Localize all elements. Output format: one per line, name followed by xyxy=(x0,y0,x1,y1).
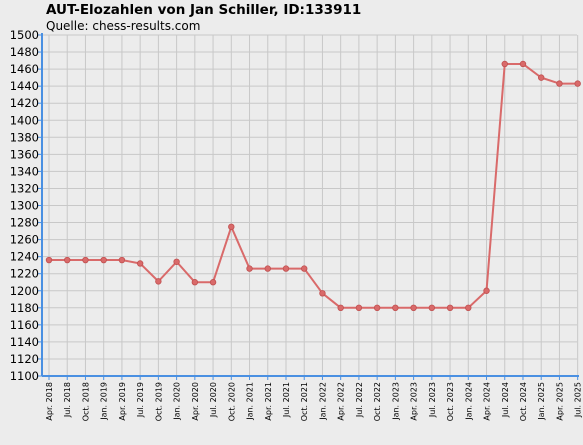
x-tick-label: Oct. 2023 xyxy=(446,382,455,421)
y-tick-label: 1140 xyxy=(10,335,39,349)
x-tick-label: Jan. 2024 xyxy=(464,382,473,421)
x-tick-label: Jan. 2025 xyxy=(537,382,546,421)
series-rating xyxy=(45,60,581,311)
data-point xyxy=(191,279,199,286)
data-point xyxy=(319,290,326,297)
y-tick-label: 1200 xyxy=(10,284,39,298)
data-point xyxy=(519,60,527,68)
chart-subtitle: Quelle: chess-results.com xyxy=(46,19,201,33)
y-tick-label: 1480 xyxy=(10,45,39,59)
x-tick-label: Oct. 2020 xyxy=(227,382,236,421)
data-point xyxy=(100,256,107,264)
x-tick-label: Jan. 2019 xyxy=(100,382,109,421)
data-point xyxy=(538,74,545,81)
y-tick-label: 1280 xyxy=(10,216,39,230)
y-tick-label: 1100 xyxy=(10,369,39,383)
y-tick-label: 1500 xyxy=(10,28,39,42)
x-tick-label: Jul. 2021 xyxy=(282,382,291,418)
data-point xyxy=(155,278,162,285)
y-tick-label: 1120 xyxy=(10,352,39,366)
x-tick-label: Apr. 2025 xyxy=(555,382,564,421)
y-tick-label: 1260 xyxy=(10,233,39,247)
y-tick-label: 1320 xyxy=(10,181,39,195)
x-tick-label: Apr. 2019 xyxy=(118,382,127,421)
x-tick-label: Apr. 2020 xyxy=(191,382,200,421)
data-point xyxy=(209,279,217,286)
y-tick-label: 1240 xyxy=(10,250,39,264)
data-point xyxy=(428,304,436,311)
data-point xyxy=(355,304,363,311)
series-line xyxy=(49,62,578,309)
y-tick-label: 1360 xyxy=(10,147,39,161)
x-tick-label: Jul. 2022 xyxy=(355,382,364,418)
data-point xyxy=(410,304,417,311)
x-tick-label: Oct. 2019 xyxy=(154,382,163,421)
y-tick-label: 1160 xyxy=(10,318,39,332)
x-axis-tick-labels: Apr. 2018 Jul. 2018 Oct. 2018 Jan. 2019 Apr.… xyxy=(45,382,583,421)
y-tick-label: 1460 xyxy=(10,62,39,76)
data-point xyxy=(64,256,71,264)
x-tick-label: Apr. 2024 xyxy=(483,382,492,421)
data-point xyxy=(82,256,89,264)
data-point xyxy=(136,260,144,267)
data-point xyxy=(228,223,235,231)
y-tick-label: 1220 xyxy=(10,267,39,281)
x-tick-label: Jan. 2023 xyxy=(391,382,400,421)
axes xyxy=(38,33,579,380)
data-point xyxy=(373,304,381,311)
x-tick-label: Jan. 2022 xyxy=(318,382,327,421)
x-tick-label: Apr. 2021 xyxy=(264,382,273,421)
x-tick-label: Apr. 2022 xyxy=(337,382,346,421)
x-tick-label: Jul. 2024 xyxy=(501,382,510,418)
x-tick-label: Jan. 2020 xyxy=(173,382,182,421)
x-tick-label: Oct. 2021 xyxy=(300,382,309,421)
data-point xyxy=(483,287,490,294)
x-tick-label: Apr. 2018 xyxy=(45,382,54,421)
data-point xyxy=(501,60,508,68)
data-point xyxy=(301,265,308,272)
x-tick-label: Jan. 2021 xyxy=(246,382,255,421)
x-tick-label: Jul. 2025 xyxy=(574,382,583,418)
data-point xyxy=(118,256,126,264)
x-tick-label: Jul. 2019 xyxy=(136,382,145,418)
x-tick-label: Jul. 2023 xyxy=(428,382,437,418)
data-point xyxy=(282,265,290,272)
x-tick-label: Oct. 2018 xyxy=(81,382,90,421)
data-point xyxy=(392,304,399,311)
data-point xyxy=(446,304,454,311)
data-point xyxy=(574,80,581,87)
y-tick-label: 1300 xyxy=(10,199,39,213)
y-tick-label: 1440 xyxy=(10,79,39,93)
y-tick-label: 1340 xyxy=(10,164,39,178)
y-tick-label: 1400 xyxy=(10,113,39,127)
data-point xyxy=(246,265,253,272)
data-point xyxy=(45,256,53,264)
y-tick-label: 1180 xyxy=(10,301,39,315)
data-point xyxy=(337,304,344,311)
x-tick-label: Oct. 2024 xyxy=(519,382,528,421)
data-point xyxy=(173,258,180,265)
y-tick-label: 1420 xyxy=(10,96,39,110)
y-tick-label: 1380 xyxy=(10,130,39,144)
chart-title: AUT-Elozahlen von Jan Schiller, ID:13391… xyxy=(46,2,362,18)
x-tick-label: Oct. 2022 xyxy=(373,382,382,421)
x-tick-label: Jul. 2018 xyxy=(63,382,72,418)
y-axis-tick-labels: 1100 1120 1140 1160 1180 1200 1220 1240 1260 1280… xyxy=(10,28,39,383)
data-point xyxy=(264,265,271,272)
x-tick-label: Jul. 2020 xyxy=(209,382,218,418)
grid-lines xyxy=(42,34,579,377)
x-tick-label: Apr. 2023 xyxy=(410,382,419,421)
data-point xyxy=(465,304,472,311)
data-point xyxy=(556,80,563,87)
